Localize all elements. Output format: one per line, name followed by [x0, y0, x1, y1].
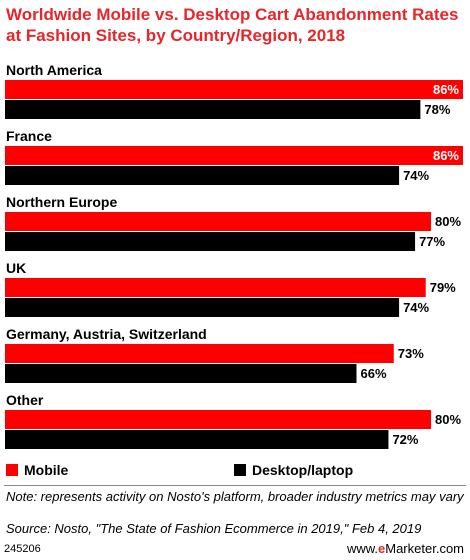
data-label-desktop-laptop-germany-austria-switzerland: 66%: [360, 366, 386, 381]
bar-desktop-laptop-uk: [5, 298, 400, 317]
category-label-france: France: [6, 128, 52, 144]
legend-item-mobile: Mobile: [6, 462, 68, 478]
category-label-north-america: North America: [6, 62, 102, 78]
data-label-desktop-laptop-north-america: 78%: [424, 102, 450, 117]
chart-title: Worldwide Mobile vs. Desktop Cart Abando…: [6, 5, 459, 45]
bar-chart-plot: North America 86% 78% France 86% 74% Northern …: [5, 62, 463, 449]
brand-e: e: [378, 541, 386, 556]
bar-mobile-other: [5, 410, 432, 429]
bar-desktop-laptop-northern-europe: [5, 232, 416, 251]
legend-label-mobile: Mobile: [24, 462, 69, 478]
data-label-desktop-laptop-france: 74%: [403, 168, 429, 183]
bar-desktop-laptop-france: [5, 166, 400, 185]
chart-id: 245206: [4, 543, 41, 555]
data-label-mobile-uk: 79%: [430, 280, 456, 295]
emarketer-logo: www.eMarketer.com: [347, 541, 464, 556]
category-label-germany-austria-switzerland: Germany, Austria, Switzerland: [6, 326, 207, 342]
chart-note: Note: represents activity on Nosto's pla…: [6, 489, 464, 504]
bar-desktop-laptop-germany-austria-switzerland: [5, 364, 357, 383]
legend-label-desktop: Desktop/laptop: [252, 462, 354, 478]
legend-swatch-desktop: [234, 464, 246, 476]
category-label-uk: UK: [6, 260, 26, 276]
bar-mobile-france: [5, 146, 463, 165]
bar-mobile-north-america: [5, 80, 463, 99]
data-label-mobile-other: 80%: [435, 412, 461, 427]
data-label-mobile-north-america: 86%: [433, 82, 459, 97]
bar-desktop-laptop-north-america: [5, 100, 421, 119]
brand-prefix: www.: [346, 541, 379, 556]
data-label-mobile-northern-europe: 80%: [435, 214, 461, 229]
data-label-desktop-laptop-uk: 74%: [403, 300, 429, 315]
legend-item-desktop: Desktop/laptop: [234, 462, 353, 478]
bar-mobile-uk: [5, 278, 426, 297]
category-label-northern-europe: Northern Europe: [6, 194, 117, 210]
data-label-desktop-laptop-northern-europe: 77%: [419, 234, 445, 249]
category-label-other: Other: [6, 392, 44, 408]
bar-mobile-northern-europe: [5, 212, 432, 231]
data-label-mobile-germany-austria-switzerland: 73%: [398, 346, 424, 361]
footer-divider: [4, 485, 466, 486]
brand-name: Marketer: [385, 541, 436, 556]
legend-swatch-mobile: [6, 464, 18, 476]
data-label-mobile-france: 86%: [433, 148, 459, 163]
bar-desktop-laptop-other: [5, 430, 389, 449]
brand-suffix: .com: [435, 541, 464, 556]
data-label-desktop-laptop-other: 72%: [392, 432, 418, 447]
bar-mobile-germany-austria-switzerland: [5, 344, 394, 363]
chart-source: Source: Nosto, "The State of Fashion Eco…: [6, 521, 422, 536]
